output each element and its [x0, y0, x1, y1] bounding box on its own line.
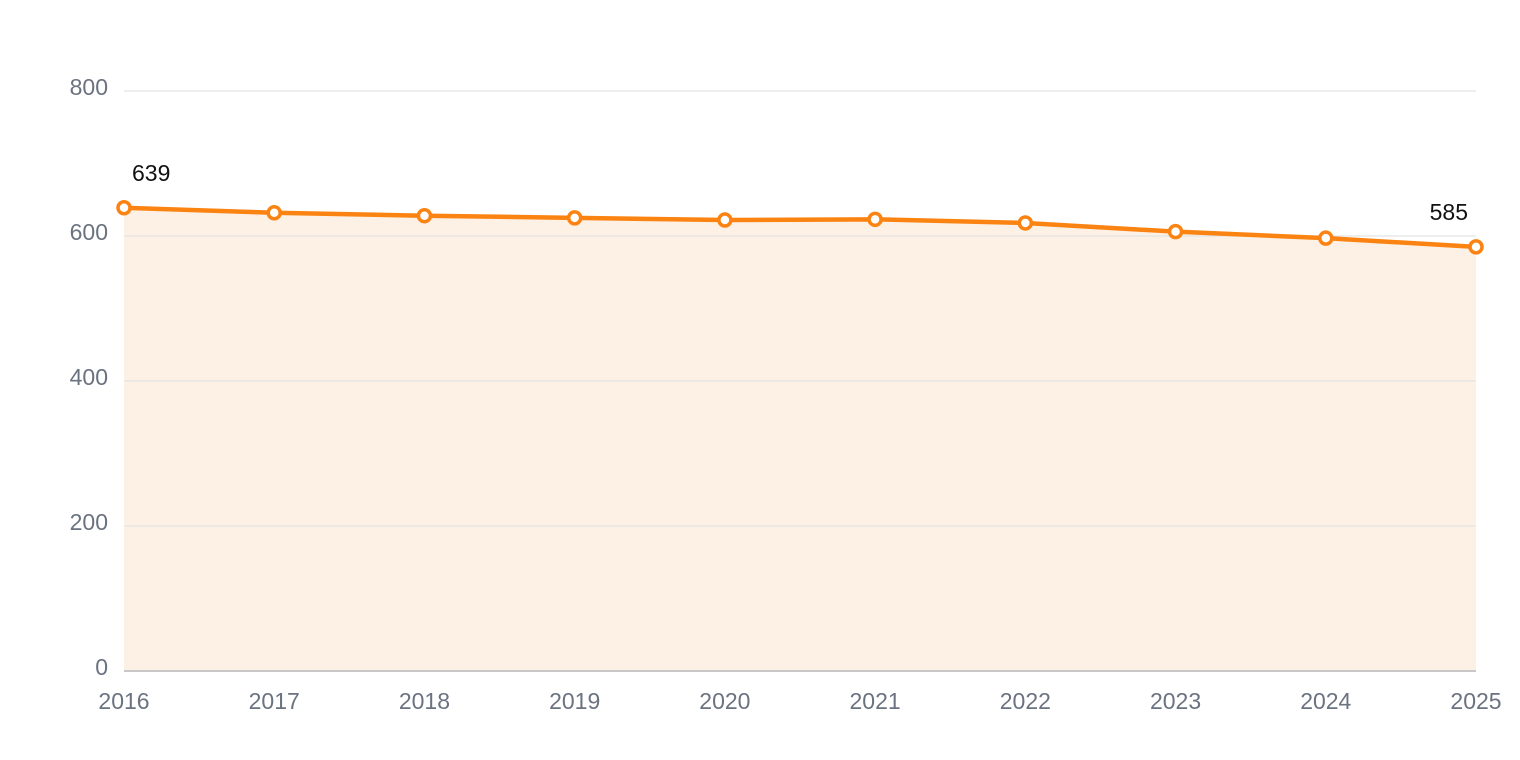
point: [1167, 223, 1184, 240]
point: [1318, 230, 1334, 246]
x-tick-label: 2019: [549, 688, 600, 714]
x-tick-label: 2017: [249, 688, 300, 714]
line: [123, 205, 1477, 250]
x-tick-label: 2018: [399, 688, 450, 714]
data-label: 585: [1430, 199, 1468, 225]
point: [416, 207, 433, 224]
x-tick-label: 2021: [850, 688, 901, 714]
x-tick-label: 2016: [98, 688, 149, 714]
point: [717, 212, 733, 228]
y-tick-label: 400: [70, 364, 108, 390]
area: [124, 207, 1476, 671]
x-tick-label: 2022: [1000, 688, 1051, 714]
y-tick-label: 600: [70, 219, 108, 245]
point: [867, 211, 883, 228]
y-tick-label: 800: [70, 74, 108, 100]
data-label: 639: [132, 160, 170, 186]
x-tick-label: 2024: [1300, 688, 1351, 714]
x-tick-label: 2023: [1150, 688, 1201, 714]
y-tick-label: 0: [95, 654, 108, 680]
point: [116, 199, 132, 216]
point: [566, 210, 583, 226]
point: [266, 205, 282, 221]
x-tick-label: 2025: [1450, 688, 1501, 714]
point: [1017, 215, 1034, 231]
y-tick-label: 200: [70, 509, 108, 535]
x-tick-label: 2020: [699, 688, 750, 714]
point: [1468, 239, 1484, 255]
